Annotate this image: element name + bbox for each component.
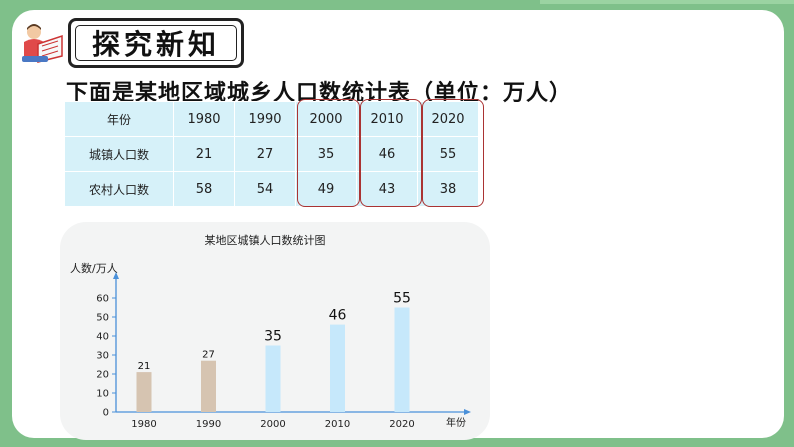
bar-value-label: 35 — [264, 329, 282, 345]
row-label-urban: 城镇人口数 — [64, 136, 174, 172]
x-tick-label: 1990 — [196, 419, 221, 430]
bar-value-label: 21 — [138, 361, 151, 372]
bar-chart: 某地区城镇人口数统计图 人数/万人 年份 0 10 20 30 40 50 60 21 198… — [70, 233, 471, 431]
highlight-2000 — [297, 99, 360, 207]
highlight-2010 — [360, 99, 422, 207]
chart-title: 某地区城镇人口数统计图 — [205, 233, 326, 247]
year-cell: 2020 — [417, 101, 479, 137]
population-table: 年份 1980 1990 2000 2010 2020 城镇人口数 21 27 … — [64, 101, 479, 207]
bars: 21 1980 27 1990 35 2000 46 2010 55 2020 — [131, 291, 414, 431]
y-tick-label: 10 — [96, 389, 109, 400]
value-cell: 21 — [173, 136, 235, 172]
x-tick-label: 1980 — [131, 419, 156, 430]
bar — [394, 307, 410, 412]
top-accent-line — [540, 0, 794, 4]
section-title: 探究新知 — [75, 25, 237, 61]
table-row: 年份 1980 1990 2000 2010 2020 — [64, 101, 479, 137]
y-tick-label: 20 — [96, 370, 109, 381]
header-cell-year: 年份 — [64, 101, 174, 137]
y-tick-label: 60 — [96, 294, 109, 305]
y-ticks: 0 10 20 30 40 50 60 — [96, 294, 116, 419]
y-tick-label: 30 — [96, 351, 109, 362]
y-axis-label: 人数/万人 — [70, 262, 118, 275]
table-row: 城镇人口数 21 27 35 46 55 — [64, 136, 479, 172]
highlight-2020 — [422, 99, 484, 207]
bar — [330, 324, 345, 412]
value-cell: 55 — [417, 136, 479, 172]
section-title-box: 探究新知 — [68, 18, 244, 68]
y-axis-arrow — [113, 272, 119, 279]
year-cell: 2000 — [295, 101, 357, 137]
y-tick-label: 0 — [103, 408, 109, 419]
row-label-rural: 农村人口数 — [64, 171, 174, 207]
x-tick-label: 2010 — [325, 419, 350, 430]
y-tick-label: 40 — [96, 332, 109, 343]
year-cell: 1990 — [234, 101, 296, 137]
bar — [201, 360, 216, 412]
bar-value-label: 55 — [393, 291, 411, 307]
value-cell: 58 — [173, 171, 235, 207]
bar-value-label: 46 — [329, 308, 347, 324]
x-axis-label: 年份 — [446, 416, 466, 429]
reader-icon — [22, 24, 63, 63]
value-cell: 49 — [295, 171, 357, 207]
year-cell: 2010 — [356, 101, 418, 137]
x-tick-label: 2000 — [260, 419, 285, 430]
x-tick-label: 2020 — [389, 419, 414, 430]
y-tick-label: 50 — [96, 313, 109, 324]
chart-axes — [113, 272, 471, 415]
bar — [265, 345, 281, 412]
value-cell: 27 — [234, 136, 296, 172]
value-cell: 54 — [234, 171, 296, 207]
x-axis-arrow — [464, 409, 471, 415]
table-row: 农村人口数 58 54 49 43 38 — [64, 171, 479, 207]
bar-value-label: 27 — [202, 350, 215, 361]
year-cell: 1980 — [173, 101, 235, 137]
bar — [136, 372, 152, 412]
